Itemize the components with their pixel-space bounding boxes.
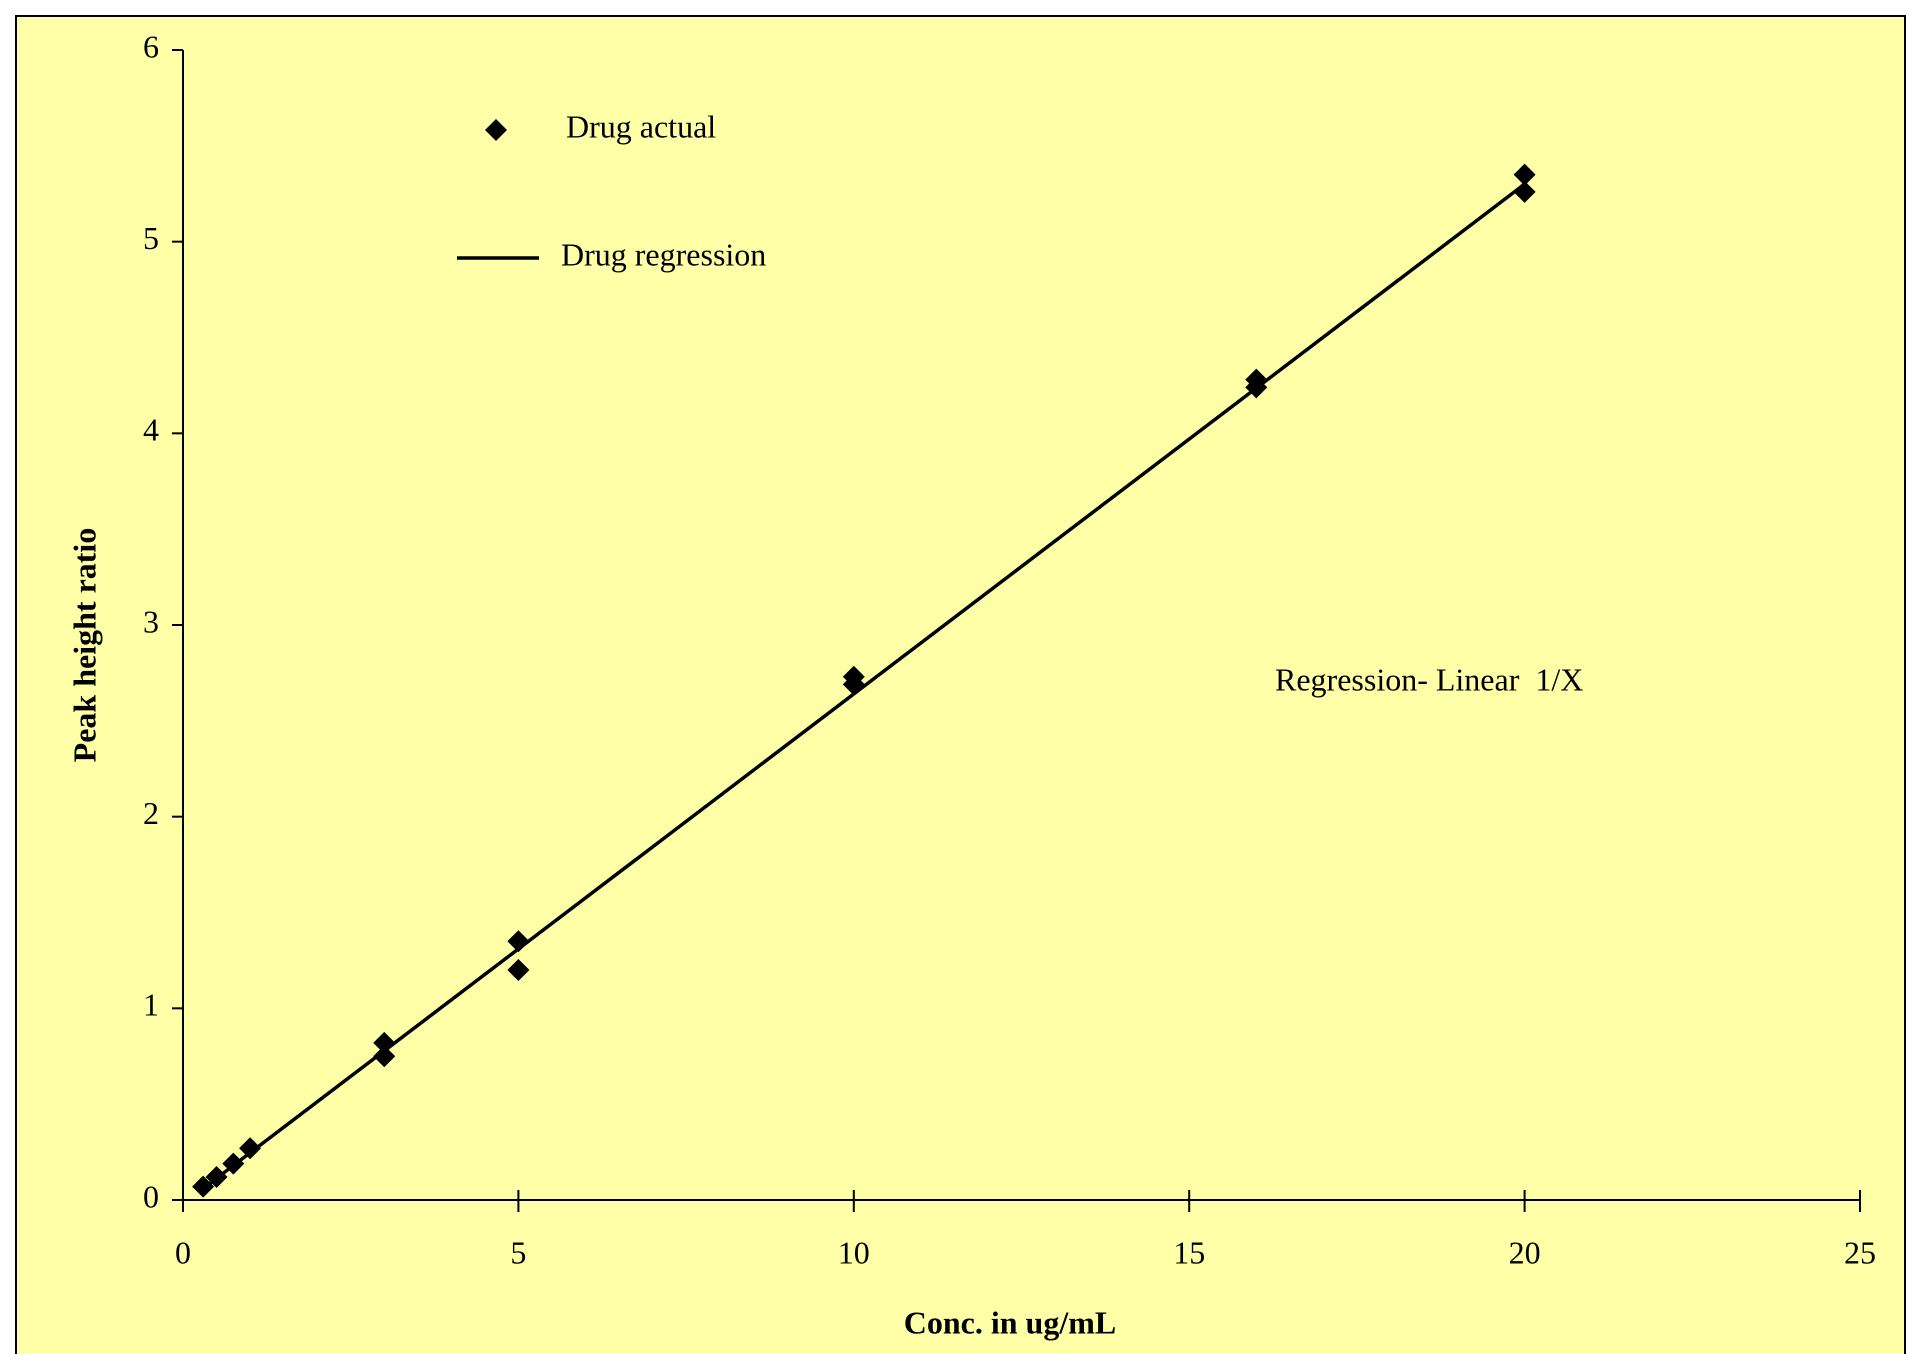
point xyxy=(1513,163,1536,186)
y-axis-label: Peak height ratio xyxy=(66,528,102,763)
x-tick-label: 10 xyxy=(838,1234,870,1270)
y-tick-label: 4 xyxy=(143,412,159,448)
point xyxy=(373,1045,396,1068)
x-tick-label: 0 xyxy=(175,1234,191,1270)
point xyxy=(239,1137,262,1160)
legend-label: Drug actual xyxy=(566,108,716,144)
annotation: Regression- Linear 1/X xyxy=(1275,661,1583,697)
y-tick-label: 2 xyxy=(143,795,159,831)
legend-label: Drug regression xyxy=(561,236,766,272)
x-tick-label: 25 xyxy=(1844,1234,1876,1270)
y-tick-label: 1 xyxy=(143,987,159,1023)
y-tick-label: 3 xyxy=(143,603,159,639)
legend-marker xyxy=(485,119,507,141)
y-tick-label: 6 xyxy=(143,28,159,64)
chart-background xyxy=(15,15,1906,1354)
x-tick-label: 20 xyxy=(1509,1234,1541,1270)
y-tick-label: 5 xyxy=(143,220,159,256)
y-tick-label: 0 xyxy=(143,1178,159,1214)
x-tick-label: 5 xyxy=(510,1234,526,1270)
point xyxy=(507,959,530,981)
x-axis-label: Conc. in ug/mL xyxy=(904,1304,1116,1340)
regression-line xyxy=(202,182,1526,1190)
x-tick-label: 15 xyxy=(1173,1234,1205,1270)
